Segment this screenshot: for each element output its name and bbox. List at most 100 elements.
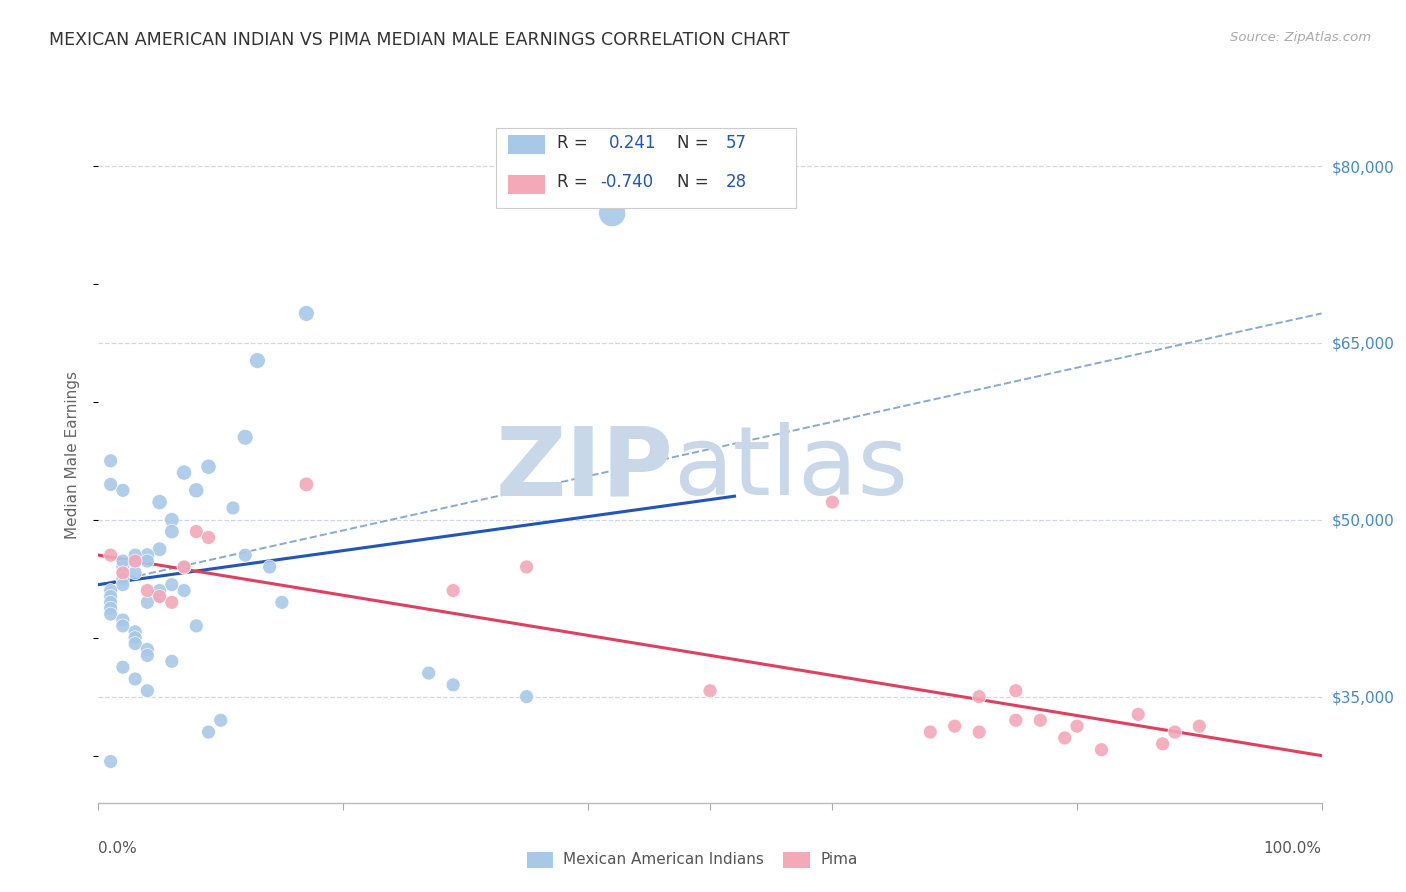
Point: [160, 654, 183, 668]
Point: [124, 624, 146, 639]
Point: [197, 725, 219, 739]
Point: [1029, 713, 1052, 727]
FancyBboxPatch shape: [508, 175, 546, 194]
Point: [186, 619, 208, 633]
Point: [100, 454, 122, 468]
FancyBboxPatch shape: [496, 128, 796, 208]
FancyBboxPatch shape: [526, 852, 554, 868]
Point: [246, 353, 269, 368]
Point: [136, 648, 159, 663]
Point: [100, 583, 122, 598]
Point: [441, 678, 464, 692]
Point: [111, 566, 134, 580]
Point: [197, 459, 219, 474]
FancyBboxPatch shape: [783, 852, 810, 868]
Point: [821, 495, 844, 509]
Point: [136, 642, 159, 657]
Text: ZIP: ZIP: [495, 422, 673, 516]
Point: [149, 495, 172, 509]
Point: [124, 631, 146, 645]
Point: [149, 590, 172, 604]
Point: [1066, 719, 1088, 733]
Point: [124, 566, 146, 580]
Point: [1053, 731, 1076, 745]
Point: [515, 560, 537, 574]
Point: [160, 513, 183, 527]
Text: 0.241: 0.241: [609, 134, 657, 153]
Text: 100.0%: 100.0%: [1264, 841, 1322, 856]
Point: [124, 672, 146, 686]
Y-axis label: Median Male Earnings: Median Male Earnings: [65, 371, 80, 539]
Point: [100, 548, 122, 562]
Point: [111, 577, 134, 591]
Point: [967, 725, 990, 739]
Point: [149, 590, 172, 604]
Point: [270, 595, 294, 609]
Point: [136, 554, 159, 568]
Point: [209, 713, 232, 727]
Point: [259, 560, 281, 574]
Text: 57: 57: [725, 134, 747, 153]
Point: [136, 683, 159, 698]
Text: Mexican American Indians: Mexican American Indians: [564, 853, 763, 867]
Text: R =: R =: [557, 134, 588, 153]
Point: [111, 566, 134, 580]
Point: [111, 560, 134, 574]
Point: [149, 583, 172, 598]
Point: [1090, 743, 1112, 757]
Point: [920, 725, 942, 739]
Point: [111, 613, 134, 627]
Text: N =: N =: [678, 134, 709, 153]
Point: [515, 690, 537, 704]
Point: [136, 548, 159, 562]
FancyBboxPatch shape: [508, 135, 546, 154]
Point: [186, 524, 208, 539]
Point: [1188, 719, 1211, 733]
Point: [1004, 713, 1026, 727]
Point: [967, 690, 990, 704]
Point: [136, 595, 159, 609]
Text: N =: N =: [678, 173, 709, 191]
Text: 0.0%: 0.0%: [98, 841, 138, 856]
Point: [111, 483, 134, 498]
Text: 28: 28: [725, 173, 747, 191]
Point: [100, 601, 122, 615]
Point: [111, 554, 134, 568]
Point: [943, 719, 966, 733]
Point: [233, 548, 256, 562]
Point: [124, 548, 146, 562]
Point: [160, 524, 183, 539]
Point: [441, 583, 464, 598]
Point: [418, 666, 440, 681]
Text: -0.740: -0.740: [600, 173, 652, 191]
Point: [1152, 737, 1174, 751]
Point: [600, 206, 623, 220]
Point: [222, 500, 245, 515]
Point: [186, 483, 208, 498]
Point: [111, 619, 134, 633]
Point: [699, 683, 721, 698]
Point: [1164, 725, 1187, 739]
Point: [173, 560, 195, 574]
Point: [100, 607, 122, 621]
Text: Pima: Pima: [820, 853, 858, 867]
Point: [100, 590, 122, 604]
Point: [149, 542, 172, 557]
Point: [111, 572, 134, 586]
Point: [100, 595, 122, 609]
Point: [173, 466, 195, 480]
Point: [197, 531, 219, 545]
Point: [173, 560, 195, 574]
Point: [111, 660, 134, 674]
Point: [160, 595, 183, 609]
Text: MEXICAN AMERICAN INDIAN VS PIMA MEDIAN MALE EARNINGS CORRELATION CHART: MEXICAN AMERICAN INDIAN VS PIMA MEDIAN M…: [49, 31, 790, 49]
Point: [124, 554, 146, 568]
Point: [160, 577, 183, 591]
Text: R =: R =: [557, 173, 588, 191]
Point: [100, 755, 122, 769]
Point: [295, 477, 318, 491]
Point: [173, 583, 195, 598]
Point: [1004, 683, 1026, 698]
Point: [124, 554, 146, 568]
Point: [295, 306, 318, 320]
